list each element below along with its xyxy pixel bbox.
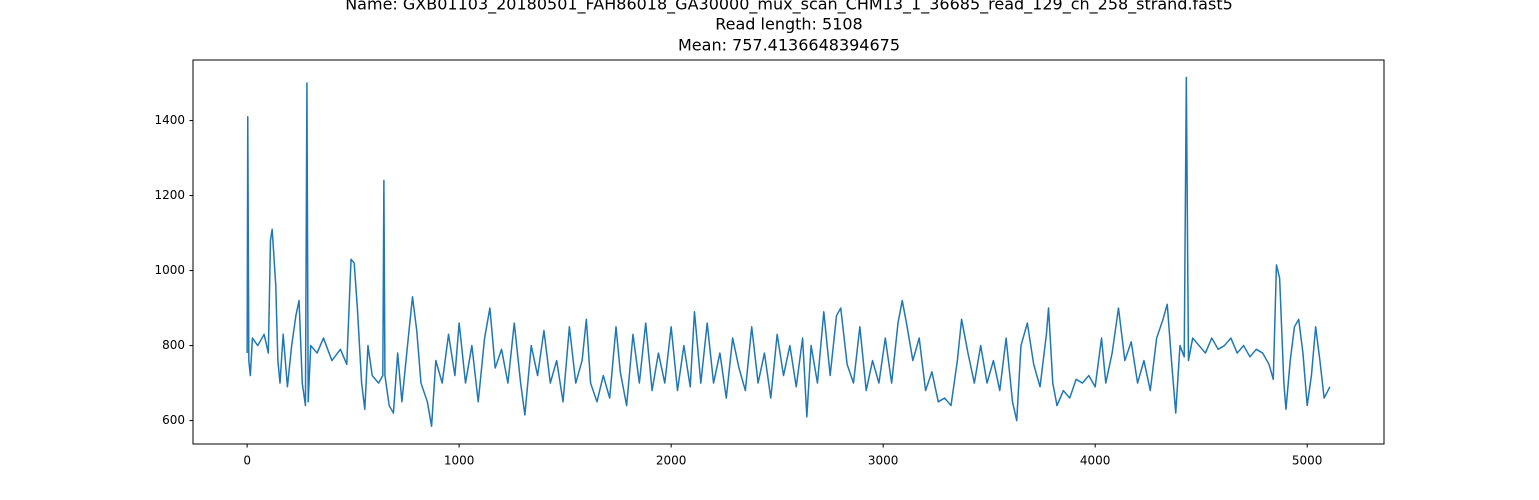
y-tick-label: 1400 — [154, 113, 185, 127]
chart-title: Mean: 757.4136648394675 — [678, 36, 900, 55]
y-tick-label: 600 — [162, 413, 185, 427]
plot-frame — [192, 59, 1385, 445]
x-tick-label: 3000 — [868, 454, 899, 468]
x-tick-label: 0 — [243, 454, 251, 468]
y-tick-label: 1000 — [154, 263, 185, 277]
x-tick-label: 1000 — [444, 454, 475, 468]
x-tick-label: 2000 — [656, 454, 687, 468]
x-tick-label: 4000 — [1080, 454, 1111, 468]
y-tick-label: 1200 — [154, 188, 185, 202]
series-line — [246, 76, 1331, 427]
y-tick-label: 800 — [162, 338, 185, 352]
chart-title: Name: GXB01103_20180501_FAH86018_GA30000… — [345, 0, 1233, 15]
chart-title: Read length: 5108 — [715, 15, 862, 34]
x-tick-label: 5000 — [1292, 454, 1323, 468]
